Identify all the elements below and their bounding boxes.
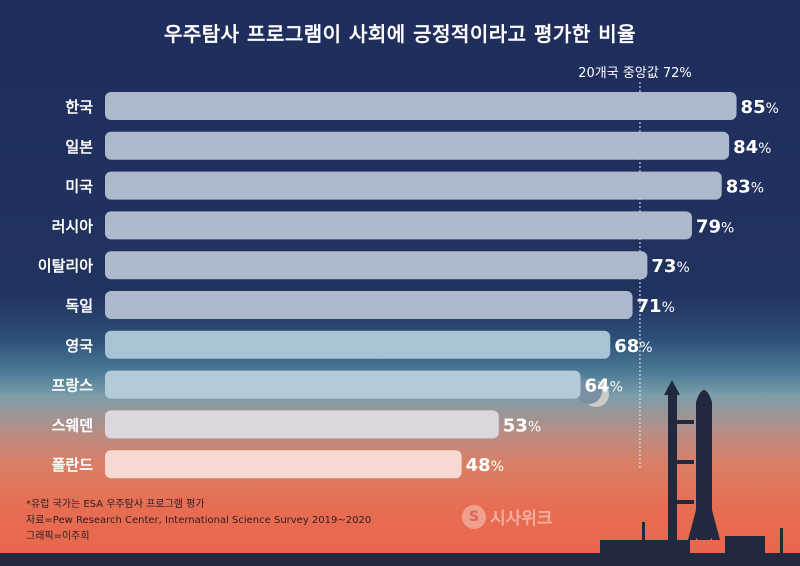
category-label: 일본 xyxy=(65,138,93,156)
logo-text: 시사위크 xyxy=(490,509,553,529)
bar xyxy=(105,211,692,240)
value-label: 83% xyxy=(726,177,764,198)
category-label: 스웨덴 xyxy=(52,416,93,434)
bar xyxy=(105,92,737,120)
bar xyxy=(105,291,633,319)
bar xyxy=(105,370,581,399)
footnotes: *유럽 국가는 ESA 우주탐사 프로그램 평가 자료=Pew Research… xyxy=(26,497,371,545)
rocket-illustration xyxy=(0,380,800,566)
value-label: 84% xyxy=(733,137,771,158)
category-label: 러시아 xyxy=(52,217,94,235)
category-label: 영국 xyxy=(65,337,93,355)
bar xyxy=(105,410,499,439)
value-label: 79% xyxy=(696,216,734,237)
value-label: 68% xyxy=(614,336,652,357)
category-label: 미국 xyxy=(65,178,93,196)
value-label: 48% xyxy=(466,455,504,476)
bar xyxy=(105,330,611,359)
value-label: 85% xyxy=(741,97,779,118)
logo-mark-icon: S xyxy=(462,504,486,529)
category-label: 프랑스 xyxy=(52,377,94,395)
category-label: 한국 xyxy=(65,98,93,116)
category-label: 독일 xyxy=(65,297,93,315)
category-label: 폴란드 xyxy=(52,456,94,474)
bar xyxy=(105,171,722,200)
footnote-europe: *유럽 국가는 ESA 우주탐사 프로그램 평가 xyxy=(26,499,205,510)
value-label: 53% xyxy=(503,415,541,436)
value-label: 73% xyxy=(651,256,689,277)
chart-title: 우주탐사 프로그램이 사회에 긍정적이라고 평가한 비율 xyxy=(163,22,636,46)
publisher-logo: S 시사위크 xyxy=(462,504,553,529)
footnote-source: 자료=Pew Research Center, International Sc… xyxy=(26,515,372,526)
value-label: 71% xyxy=(637,296,675,317)
bar xyxy=(105,251,648,280)
value-label: 64% xyxy=(585,376,623,397)
bar xyxy=(105,131,730,160)
footnote-credit: 그래픽=이주희 xyxy=(26,531,90,542)
median-label: 20개국 중앙값 72% xyxy=(578,66,692,81)
category-label: 이탈리아 xyxy=(38,257,93,275)
bar xyxy=(105,450,462,479)
